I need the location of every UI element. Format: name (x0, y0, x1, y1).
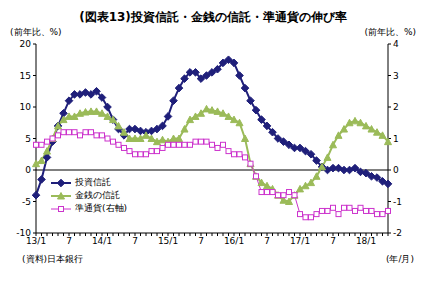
svg-text:13/1: 13/1 (25, 236, 47, 247)
svg-text:7: 7 (132, 236, 138, 246)
svg-text:15: 15 (20, 71, 31, 81)
svg-text:5: 5 (25, 134, 31, 144)
svg-text:7: 7 (198, 236, 204, 246)
svg-text:2: 2 (393, 102, 399, 112)
svg-text:16/1: 16/1 (224, 236, 244, 246)
svg-text:7: 7 (330, 236, 336, 246)
svg-text:14/1: 14/1 (92, 236, 112, 246)
svg-text:-2: -2 (393, 228, 402, 238)
svg-text:4: 4 (393, 39, 399, 49)
svg-text:-10: -10 (16, 228, 31, 238)
svg-text:17/1: 17/1 (290, 236, 310, 246)
html-text:準通貨(右軸): 準通貨(右軸) (75, 203, 127, 213)
svg-text:20: 20 (20, 39, 32, 49)
svg-text:0: 0 (393, 165, 399, 175)
svg-text:-1: -1 (393, 197, 402, 207)
svg-text:18/1: 18/1 (356, 236, 376, 246)
svg-text:7: 7 (66, 236, 72, 246)
html-text:(資料)日本銀行: (資料)日本銀行 (22, 254, 83, 264)
html-text:(図表13)投資信託・金銭の信託・準通貨の伸び率: (図表13)投資信託・金銭の信託・準通貨の伸び率 (79, 10, 347, 24)
html-text:(前年比、%): (前年比、%) (364, 27, 416, 37)
svg-text:1: 1 (393, 134, 399, 144)
svg-text:7: 7 (264, 236, 270, 246)
html-text:金銭の信託: 金銭の信託 (75, 190, 120, 200)
html-text:(前年比、%): (前年比、%) (10, 27, 62, 37)
svg-text:10: 10 (20, 102, 32, 112)
svg-text:15/1: 15/1 (158, 236, 178, 246)
svg-text:3: 3 (393, 71, 399, 81)
svg-text:0: 0 (25, 165, 31, 175)
html-text:(年/月): (年/月) (385, 254, 414, 264)
svg-text:-5: -5 (22, 197, 31, 207)
html-text:投資信託: 投資信託 (75, 177, 111, 187)
